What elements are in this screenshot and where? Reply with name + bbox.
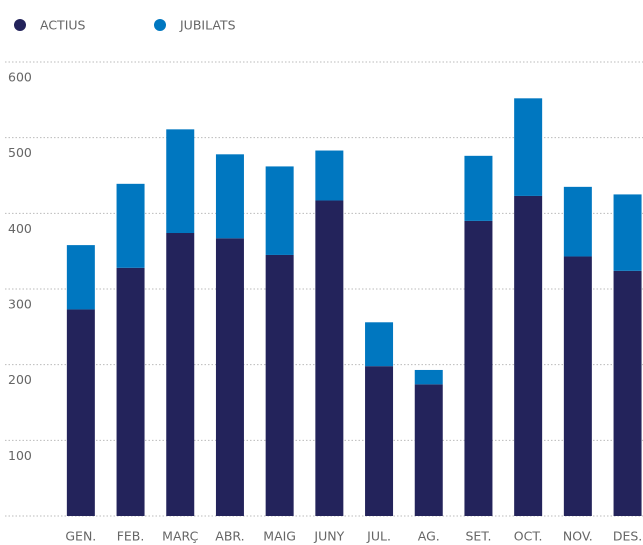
bar — [66, 309, 95, 516]
legend-swatch — [154, 19, 166, 31]
x-tick-label: JUL. — [366, 529, 391, 544]
y-tick-label: 500 — [8, 145, 32, 160]
x-tick-label: AG. — [418, 529, 440, 544]
bar — [116, 267, 145, 516]
bar — [563, 256, 592, 516]
x-tick-label: SET. — [465, 529, 491, 544]
bar — [365, 322, 394, 367]
bar — [265, 166, 294, 255]
bar — [613, 270, 642, 516]
x-tick-label: FEB. — [117, 529, 145, 544]
y-tick-label: 600 — [8, 70, 32, 85]
legend-label: ACTIUS — [40, 18, 86, 33]
bar — [66, 245, 95, 310]
bar — [315, 200, 344, 516]
bar — [315, 150, 344, 201]
bar — [514, 195, 543, 516]
y-tick-label: 400 — [8, 221, 32, 236]
x-tick-label: OCT. — [514, 529, 543, 544]
x-tick-label: ABR. — [215, 529, 244, 544]
bar — [613, 194, 642, 271]
x-tick-label: NOV. — [563, 529, 593, 544]
x-tick-label: MARÇ — [162, 529, 198, 544]
bar — [166, 129, 195, 234]
legend-swatch — [14, 19, 26, 31]
bar — [265, 254, 294, 516]
x-tick-label: GEN. — [65, 529, 96, 544]
legend-label: JUBILATS — [179, 18, 236, 33]
bar — [514, 98, 543, 196]
bar — [365, 366, 394, 516]
y-tick-label: 100 — [8, 448, 32, 463]
bar — [464, 220, 493, 516]
bar — [215, 238, 244, 516]
bar — [414, 384, 443, 516]
bar — [414, 369, 443, 385]
y-tick-label: 300 — [8, 297, 32, 312]
y-tick-label: 200 — [8, 372, 32, 387]
bar — [563, 186, 592, 257]
bar — [116, 183, 145, 268]
bar — [464, 155, 493, 221]
x-tick-label: DES. — [613, 529, 642, 544]
bar — [166, 233, 195, 517]
bar — [215, 154, 244, 239]
x-tick-label: MAIG — [263, 529, 296, 544]
x-tick-label: JUNY — [313, 529, 344, 544]
